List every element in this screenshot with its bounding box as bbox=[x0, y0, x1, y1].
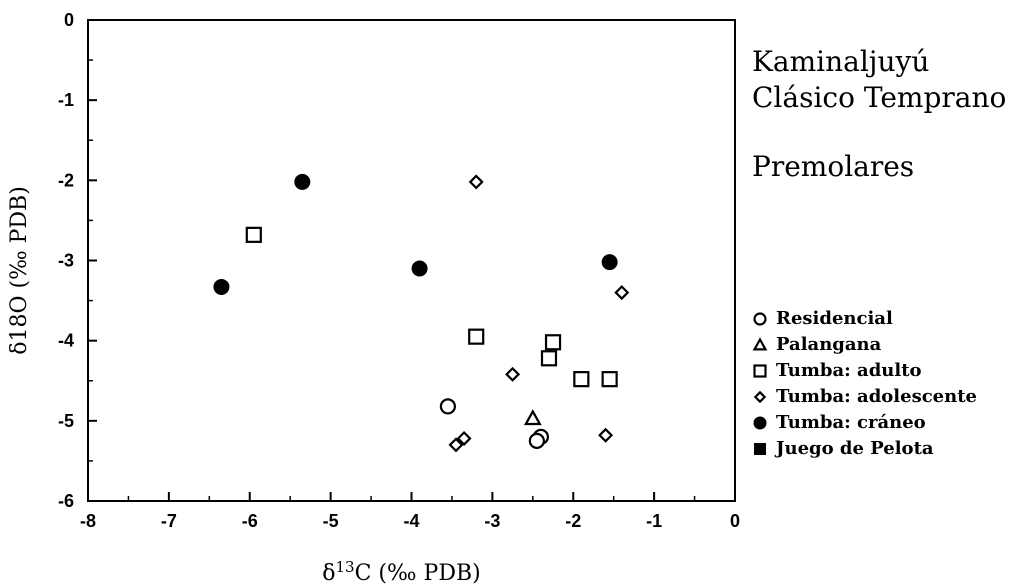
data-point-tumba-adolescente bbox=[598, 427, 614, 443]
y-axis: 0 -1 -2 -3 -4 -5 -6 bbox=[58, 10, 97, 511]
legend-marker-residencial bbox=[753, 312, 767, 326]
data-point-residencial bbox=[528, 432, 545, 449]
legend-item-palangana: Palangana bbox=[752, 332, 977, 358]
legend-marker-tumba-adulto bbox=[753, 364, 767, 378]
data-point-residencial bbox=[439, 398, 456, 415]
legend-item-tumba-cr-neo: Tumba: cráneo bbox=[752, 410, 977, 436]
x-tick-label: -8 bbox=[80, 511, 96, 531]
y-axis-title: δ18O (‰ PDB) bbox=[7, 186, 32, 355]
y-tick-label: -6 bbox=[58, 491, 74, 511]
y-tick-label: -1 bbox=[58, 90, 74, 110]
title-line-1: Kaminaljuyú bbox=[752, 45, 930, 78]
y-tick-label: -2 bbox=[58, 170, 74, 190]
legend-label: Tumba: adolescente bbox=[776, 386, 977, 407]
legend-label: Tumba: adulto bbox=[776, 360, 922, 381]
data-point-tumba-adulto bbox=[540, 350, 558, 367]
y-tick-label: -4 bbox=[58, 331, 74, 351]
chart-title: Kaminaljuyú Clásico Temprano bbox=[752, 44, 1006, 116]
legend-marker-tumba-adolescente bbox=[753, 390, 767, 404]
data-point-tumba-adulto bbox=[573, 371, 590, 388]
legend-label: Tumba: cráneo bbox=[776, 412, 926, 433]
x-tick-label: -5 bbox=[323, 511, 339, 531]
data-point-tumba-cr-neo bbox=[411, 260, 428, 277]
x-tick-label: -7 bbox=[161, 511, 177, 531]
data-point-tumba-adulto bbox=[601, 371, 618, 388]
legend-label: Residencial bbox=[776, 308, 893, 329]
data-point-tumba-adulto bbox=[245, 226, 262, 243]
legend-item-tumba-adolescente: Tumba: adolescente bbox=[752, 384, 977, 410]
data-point-tumba-adolescente bbox=[448, 437, 464, 453]
data-points bbox=[213, 173, 630, 453]
legend-item-residencial: Residencial bbox=[752, 306, 977, 332]
data-point-tumba-adulto bbox=[468, 328, 485, 345]
data-point-tumba-cr-neo bbox=[213, 278, 230, 295]
data-point-palangana bbox=[523, 409, 542, 426]
data-point-tumba-cr-neo bbox=[601, 254, 618, 271]
data-point-tumba-adolescente bbox=[456, 430, 472, 446]
data-point-tumba-adolescente bbox=[505, 366, 521, 382]
x-tick-label: -6 bbox=[242, 511, 258, 531]
legend-item-tumba-adulto: Tumba: adulto bbox=[752, 358, 977, 384]
x-tick-label: -4 bbox=[403, 511, 419, 531]
data-point-tumba-adulto bbox=[544, 334, 562, 351]
data-point-tumba-adolescente bbox=[468, 174, 484, 190]
x-tick-label: -2 bbox=[565, 511, 581, 531]
data-point-tumba-adolescente bbox=[614, 285, 630, 301]
x-tick-label: -1 bbox=[646, 511, 662, 531]
y-tick-label: -5 bbox=[58, 411, 74, 431]
y-tick-label: 0 bbox=[64, 10, 74, 30]
y-tick-label: -3 bbox=[58, 251, 74, 271]
legend-marker-palangana bbox=[752, 337, 768, 351]
chart-subtitle: Premolares bbox=[752, 150, 915, 183]
legend-item-juego-de-pelota: Juego de Pelota bbox=[752, 436, 977, 462]
data-point-tumba-cr-neo bbox=[294, 173, 311, 190]
title-line-2: Clásico Temprano bbox=[752, 81, 1007, 114]
x-axis: -8 -7 -6 -5 -4 -3 -2 -1 0 bbox=[80, 492, 740, 531]
x-axis-title: δ13C (‰ PDB) bbox=[322, 558, 480, 586]
x-tick-label: -3 bbox=[484, 511, 500, 531]
legend-marker-tumba-cr-neo bbox=[753, 416, 767, 430]
legend-label: Juego de Pelota bbox=[776, 438, 934, 459]
x-tick-label: 0 bbox=[730, 511, 740, 531]
legend: Residencial Palangana Tumba: adulto Tumba: … bbox=[752, 306, 977, 462]
legend-label: Palangana bbox=[776, 334, 882, 355]
plot-frame bbox=[87, 19, 736, 502]
legend-marker-juego-de-pelota bbox=[754, 443, 766, 455]
